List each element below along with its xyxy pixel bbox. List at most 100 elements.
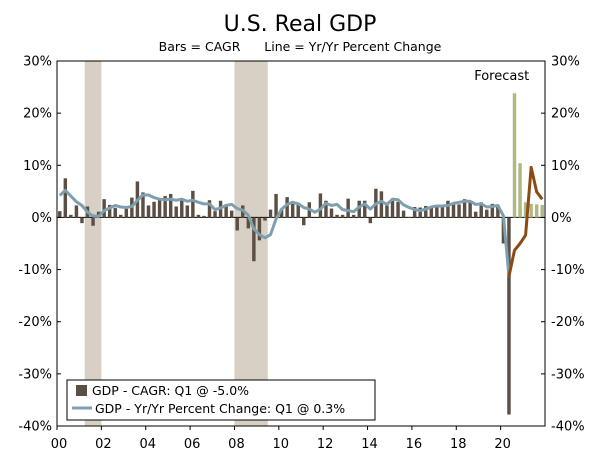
y-tick-label-left: -20%: [18, 315, 52, 330]
bar-4: [80, 217, 84, 224]
legend-bar-swatch: [76, 385, 87, 396]
recession-band-0: [84, 61, 102, 426]
bar-31: [229, 210, 234, 218]
y-tick-label-left: 10%: [23, 159, 52, 174]
bar-27: [207, 200, 212, 218]
bar-70: [446, 200, 450, 218]
bar-39: [274, 193, 278, 218]
bar-26: [202, 215, 206, 218]
bar-81: [507, 217, 511, 415]
bar-49: [329, 208, 334, 218]
legend-box: [66, 379, 376, 421]
bar-3: [74, 205, 79, 218]
bar-2: [69, 214, 73, 218]
recession-band-1: [234, 61, 268, 426]
y-tick-label-right: 10%: [551, 159, 580, 174]
y-tick-label-right: 20%: [551, 107, 580, 122]
bar-52: [346, 198, 350, 218]
legend-line-label: GDP - Yr/Yr Percent Change: Q1 @ 0.3%: [95, 401, 345, 416]
bar-61: [396, 201, 400, 218]
yoy-line-actual: [58, 188, 511, 277]
bar-68: [435, 205, 439, 218]
bar-85: [529, 203, 533, 218]
x-tick-label: 08: [228, 437, 245, 452]
bar-60: [390, 200, 395, 218]
bar-79: [496, 204, 500, 218]
bar-43: [296, 204, 300, 218]
bar-63: [407, 216, 411, 218]
bar-37: [263, 217, 267, 221]
bar-28: [213, 211, 217, 218]
bar-58: [379, 191, 384, 218]
y-tick-label-right: -40%: [551, 420, 585, 435]
bar-35: [252, 217, 256, 262]
bar-65: [418, 207, 422, 218]
bar-10: [113, 208, 117, 218]
y-tick-label-right: -10%: [551, 263, 585, 278]
x-tick-label: 10: [273, 437, 290, 452]
bar-47: [318, 193, 323, 218]
bar-20: [168, 193, 173, 218]
bar-15: [141, 192, 145, 218]
bar-34: [246, 217, 251, 229]
x-tick-label: 02: [95, 437, 112, 452]
chart-subtitle: Bars = CAGR Line = Yr/Yr Percent Change: [159, 39, 442, 54]
bar-72: [457, 204, 461, 218]
bar-56: [368, 217, 373, 224]
bar-64: [412, 207, 417, 218]
x-tick-label: 20: [494, 437, 511, 452]
recession-shading: [84, 61, 268, 426]
chart-title: U.S. Real GDP: [224, 12, 377, 37]
y-tick-label-left: -40%: [18, 420, 52, 435]
bar-30: [224, 204, 228, 218]
bar-51: [340, 214, 345, 218]
y-tick-label-left: 0%: [31, 211, 52, 226]
x-axis: 00 02 04 06 08 10 12 14 16 18 20: [51, 426, 511, 452]
bar-32: [235, 217, 239, 231]
y-tick-label-right: 0%: [551, 211, 572, 226]
y-tick-label-left: -10%: [18, 263, 52, 278]
bar-86: [534, 204, 539, 218]
bar-6: [91, 217, 95, 226]
x-tick-label: 12: [317, 437, 334, 452]
bar-48: [324, 200, 328, 218]
bar-16: [146, 205, 151, 218]
bar-54: [357, 200, 361, 218]
y-tick-label-right: 30%: [551, 55, 580, 70]
bar-18: [157, 198, 162, 218]
plot-frame: [56, 60, 546, 427]
bar-77: [485, 209, 489, 218]
yoy-line-forecast: [507, 165, 544, 277]
bar-1: [63, 178, 68, 218]
bar-24: [191, 190, 195, 218]
y-axis-right: 30% 20% 10% 0% -10% -20% -30% -40%: [541, 55, 585, 435]
x-tick-label: 18: [450, 437, 467, 452]
y-tick-label-left: -30%: [18, 367, 52, 382]
bar-21: [174, 206, 178, 218]
bar-78: [490, 203, 495, 218]
y-tick-label-right: -30%: [551, 367, 585, 382]
bar-69: [440, 205, 445, 218]
bar-17: [152, 201, 156, 218]
bar-67: [429, 207, 434, 218]
y-tick-label-right: -20%: [551, 315, 585, 330]
bar-87: [540, 204, 544, 218]
bar-9: [107, 204, 112, 218]
x-tick-label: 04: [139, 437, 156, 452]
x-tick-label: 06: [184, 437, 201, 452]
bar-8: [102, 199, 106, 218]
bar-76: [479, 202, 483, 218]
x-tick-label: 00: [51, 437, 68, 452]
bar-25: [196, 214, 201, 218]
bar-71: [451, 202, 456, 218]
legend: GDP - CAGR: Q1 @ -5.0% GDP - Yr/Yr Perce…: [66, 379, 376, 421]
bar-12: [124, 206, 129, 218]
y-tick-label-left: 20%: [23, 107, 52, 122]
bar-74: [468, 202, 472, 218]
bar-82: [512, 93, 517, 218]
bar-series: [58, 93, 544, 415]
bar-62: [401, 210, 406, 218]
bar-53: [351, 214, 356, 218]
bar-19: [163, 196, 167, 218]
